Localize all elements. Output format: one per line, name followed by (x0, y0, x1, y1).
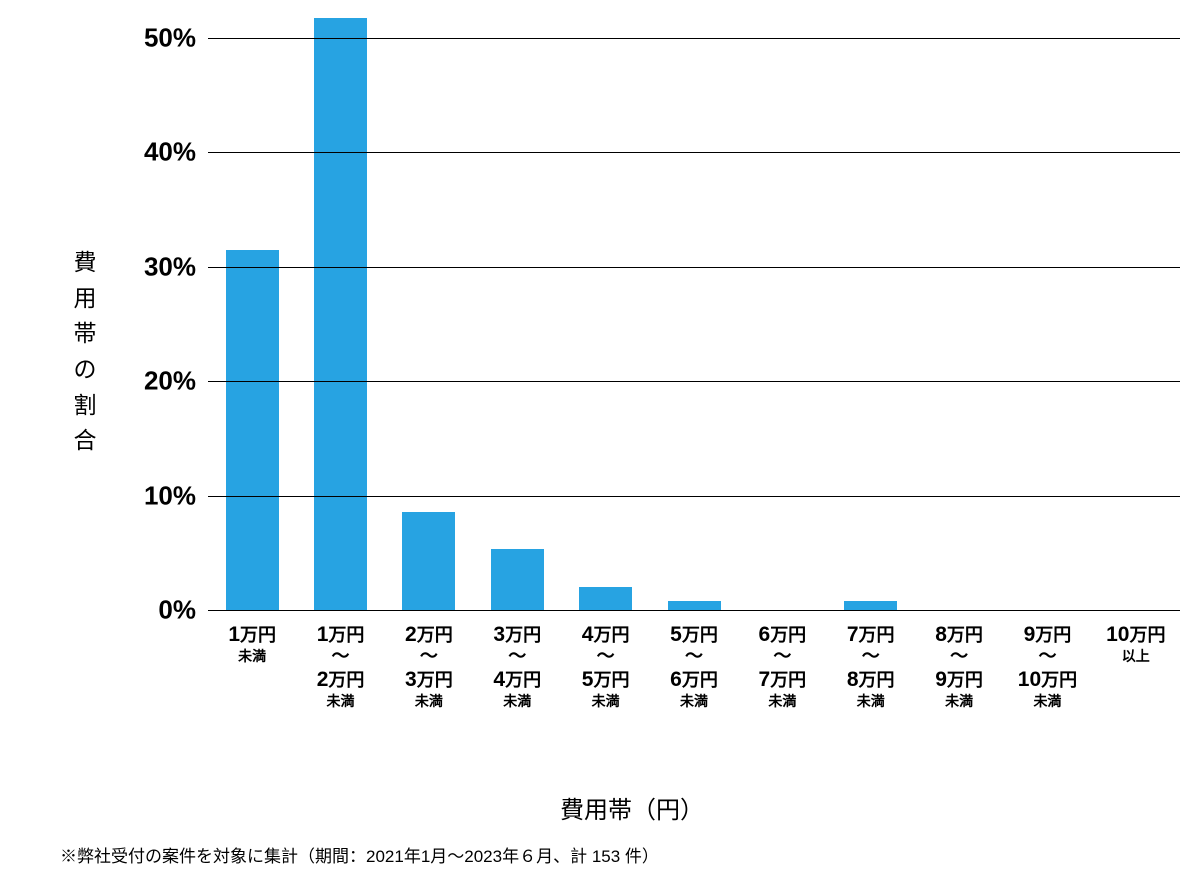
x-tick-label: 9万円〜10万円未満 (1003, 622, 1091, 710)
gridline (208, 152, 1180, 153)
y-axis-label: 費用帯の割合 (70, 245, 100, 459)
x-tick-label: 1万円未満 (208, 622, 296, 665)
gridline (208, 496, 1180, 497)
bar (668, 601, 721, 610)
y-tick-label: 0% (118, 595, 196, 626)
chart-container: 費用帯の割合 0%10%20%30%40%50% 1万円未満1万円〜2万円未満2… (70, 0, 1180, 790)
chart-footnote: ※弊社受付の案件を対象に集計（期間：2021年1月～2023年６月、計 153 … (60, 842, 659, 867)
y-tick-label: 40% (118, 137, 196, 168)
bar (579, 587, 632, 610)
plot-area: 0%10%20%30%40%50% (208, 15, 1180, 610)
x-tick-label: 7万円〜8万円未満 (827, 622, 915, 710)
gridline (208, 381, 1180, 382)
x-tick-label: 8万円〜9万円未満 (915, 622, 1003, 710)
gridline (208, 610, 1180, 611)
gridline (208, 267, 1180, 268)
x-tick-label: 5万円〜6万円未満 (650, 622, 738, 710)
x-axis-title: 費用帯（円） (560, 790, 704, 825)
bars-layer (208, 15, 1180, 610)
x-tick-label: 2万円〜3万円未満 (385, 622, 473, 710)
bar (402, 512, 455, 610)
x-tick-label: 3万円〜4万円未満 (473, 622, 561, 710)
bar (491, 549, 544, 610)
x-tick-label: 6万円〜7万円未満 (738, 622, 826, 710)
x-tick-label: 10万円以上 (1092, 622, 1180, 665)
y-tick-label: 10% (118, 480, 196, 511)
x-tick-label: 1万円〜2万円未満 (296, 622, 384, 710)
bar (314, 18, 367, 610)
y-tick-label: 50% (118, 22, 196, 53)
x-tick-label: 4万円〜5万円未満 (561, 622, 649, 710)
bar (844, 601, 897, 610)
bar (226, 250, 279, 610)
gridline (208, 38, 1180, 39)
y-tick-label: 30% (118, 251, 196, 282)
y-tick-label: 20% (118, 366, 196, 397)
